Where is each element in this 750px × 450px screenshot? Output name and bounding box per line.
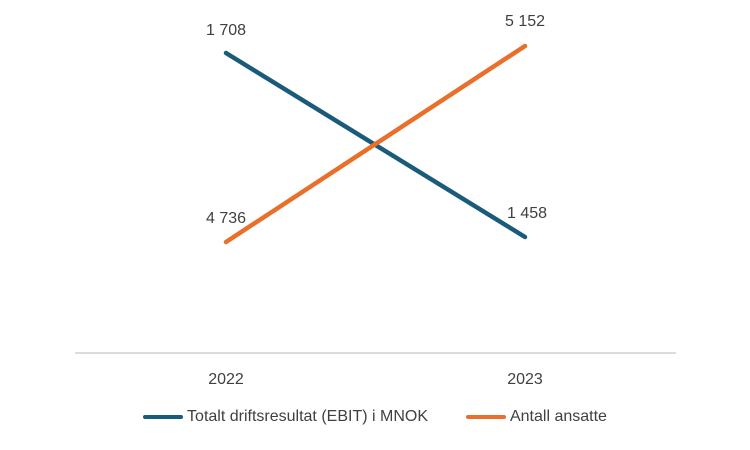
legend-item-ebit: Totalt driftsresultat (EBIT) i MNOK: [143, 408, 428, 426]
x-tick-label-2023: 2023: [507, 371, 543, 388]
data-label-0-0: 1 708: [206, 22, 246, 39]
series-line-1: [223, 43, 528, 245]
x-tick-labels: 2022 2023: [208, 371, 543, 388]
data-label-0-1: 1 458: [507, 205, 547, 222]
legend-item-ansatte: Antall ansatte: [465, 408, 607, 426]
legend-label-ebit: Totalt driftsresultat (EBIT) i MNOK: [187, 408, 428, 425]
data-label-1-1: 5 152: [505, 13, 545, 30]
x-tick-label-2022: 2022: [208, 371, 244, 388]
series-layer: [223, 43, 528, 245]
legend-label-ansatte: Antall ansatte: [509, 408, 607, 425]
legend-swatch-ansatte: [465, 415, 506, 419]
legend-swatch-ebit: [143, 415, 184, 419]
data-label-1-0: 4 736: [206, 210, 246, 227]
legend: Totalt driftsresultat (EBIT) i MNOK Anta…: [0, 408, 750, 426]
label-layer: 1 708 1 458 4 736 5 152: [206, 13, 547, 227]
